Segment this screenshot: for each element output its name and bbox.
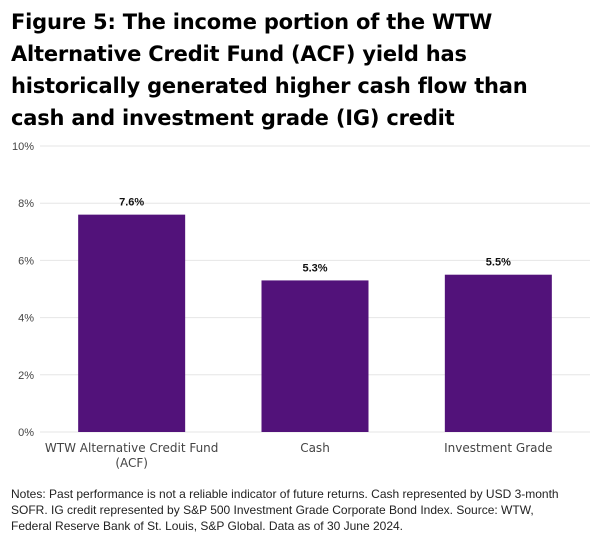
y-tick-label: 8% <box>18 198 34 210</box>
bar <box>261 280 369 432</box>
chart-notes: Notes: Past performance is not a reliabl… <box>11 486 596 534</box>
y-tick-label: 4% <box>18 313 34 325</box>
x-tick-label: Investment Grade <box>444 441 552 455</box>
chart-title: Figure 5: The income portion of the WTW … <box>11 6 571 134</box>
bar <box>78 214 186 432</box>
y-tick-label: 0% <box>18 427 34 439</box>
y-tick-label: 10% <box>12 141 34 153</box>
notes-line-3: Federal Reserve Bank of St. Louis, S&P G… <box>11 519 404 533</box>
x-tick-label: WTW Alternative Credit Fund <box>45 441 219 455</box>
x-tick-label: Cash <box>300 441 330 455</box>
data-label: 5.5% <box>486 257 511 269</box>
y-tick-label: 6% <box>18 255 34 267</box>
chart-title-line-1: Figure 5: The income portion of the WTW <box>11 10 493 34</box>
chart-title-line-2: Alternative Credit Fund (ACF) yield has <box>11 42 467 66</box>
chart-title-line-3: historically generated higher cash flow … <box>11 74 528 98</box>
x-tick-label: (ACF) <box>115 456 148 470</box>
notes-line-2: SOFR. IG credit represented by S&P 500 I… <box>11 503 534 517</box>
data-label: 5.3% <box>302 262 327 274</box>
notes-line-1: Notes: Past performance is not a reliabl… <box>11 487 559 501</box>
y-tick-label: 2% <box>18 370 34 382</box>
bar <box>444 274 552 432</box>
data-label: 7.6% <box>119 197 144 209</box>
chart-title-line-4: cash and investment grade (IG) credit <box>11 106 455 130</box>
